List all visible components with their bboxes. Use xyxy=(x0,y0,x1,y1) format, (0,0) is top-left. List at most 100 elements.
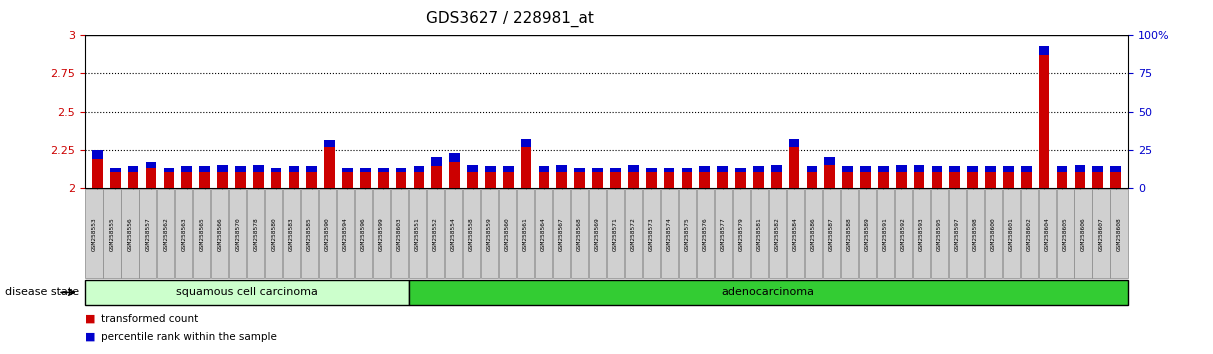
Text: GSM258565: GSM258565 xyxy=(199,217,204,251)
Text: GSM258588: GSM258588 xyxy=(847,217,852,251)
Bar xyxy=(645,172,656,188)
Bar xyxy=(395,172,406,188)
Bar xyxy=(788,139,799,147)
Bar xyxy=(896,172,906,188)
Text: GSM258607: GSM258607 xyxy=(1099,217,1104,251)
Text: GSM258567: GSM258567 xyxy=(559,217,564,251)
Text: GSM258562: GSM258562 xyxy=(164,217,169,251)
Text: adenocarcinoma: adenocarcinoma xyxy=(722,287,815,297)
Text: ■: ■ xyxy=(85,332,96,342)
Text: GSM258596: GSM258596 xyxy=(361,217,366,251)
Bar xyxy=(164,168,175,172)
Bar xyxy=(1075,165,1086,172)
Bar xyxy=(628,165,639,172)
Bar xyxy=(199,172,210,188)
Bar xyxy=(1003,166,1014,172)
Bar xyxy=(1110,172,1121,188)
Text: GSM258568: GSM258568 xyxy=(577,217,582,251)
Bar xyxy=(467,172,478,188)
Bar xyxy=(950,166,961,172)
Bar xyxy=(842,166,853,172)
Bar xyxy=(557,172,568,188)
Text: GSM258603: GSM258603 xyxy=(397,217,403,251)
Bar xyxy=(146,162,156,168)
Bar xyxy=(235,172,246,188)
Text: GSM258585: GSM258585 xyxy=(307,217,312,251)
Text: GSM258559: GSM258559 xyxy=(488,217,492,251)
Bar xyxy=(807,172,818,188)
Bar xyxy=(270,172,281,188)
Bar xyxy=(1057,166,1067,172)
Text: GSM258575: GSM258575 xyxy=(685,217,690,251)
Bar xyxy=(753,172,764,188)
Bar xyxy=(735,172,746,188)
Bar xyxy=(539,172,549,188)
Bar xyxy=(878,166,889,172)
Bar xyxy=(932,172,943,188)
Text: disease state: disease state xyxy=(5,287,79,297)
Bar xyxy=(182,166,192,172)
Bar xyxy=(289,172,300,188)
Text: GSM258599: GSM258599 xyxy=(380,217,385,251)
Bar xyxy=(307,166,317,172)
Bar xyxy=(520,139,531,147)
Text: GSM258558: GSM258558 xyxy=(469,217,474,251)
Bar xyxy=(825,165,835,188)
Bar xyxy=(574,168,585,172)
Bar xyxy=(770,172,781,188)
Text: GSM258586: GSM258586 xyxy=(810,217,816,251)
Bar xyxy=(592,168,603,172)
Text: transformed count: transformed count xyxy=(101,314,198,324)
Bar xyxy=(199,166,210,172)
Text: GSM258606: GSM258606 xyxy=(1081,217,1086,251)
Bar xyxy=(289,166,300,172)
Bar xyxy=(432,157,443,166)
Text: GSM258563: GSM258563 xyxy=(181,217,187,251)
Bar xyxy=(682,172,693,188)
Text: percentile rank within the sample: percentile rank within the sample xyxy=(101,332,277,342)
Bar xyxy=(645,168,656,172)
Text: GSM258564: GSM258564 xyxy=(541,217,546,251)
Bar xyxy=(252,172,263,188)
Bar xyxy=(164,172,175,188)
Text: GSM258551: GSM258551 xyxy=(415,217,420,251)
Text: GSM258576: GSM258576 xyxy=(702,217,708,251)
Bar xyxy=(770,165,781,172)
Bar xyxy=(414,166,425,172)
Text: GSM258604: GSM258604 xyxy=(1044,217,1049,251)
Text: GSM258602: GSM258602 xyxy=(1026,217,1032,251)
Bar xyxy=(92,150,103,159)
Bar xyxy=(878,172,889,188)
Text: GSM258601: GSM258601 xyxy=(1009,217,1014,251)
Bar xyxy=(92,159,103,188)
Bar xyxy=(1021,172,1031,188)
Bar xyxy=(735,168,746,172)
Text: GSM258566: GSM258566 xyxy=(217,217,222,251)
Text: GSM258600: GSM258600 xyxy=(991,217,996,251)
Bar xyxy=(628,172,639,188)
Text: GSM258554: GSM258554 xyxy=(451,217,456,251)
Bar xyxy=(503,172,513,188)
Bar xyxy=(1093,172,1103,188)
Bar xyxy=(1003,172,1014,188)
Text: GSM258555: GSM258555 xyxy=(109,217,114,251)
Bar xyxy=(682,168,693,172)
Bar xyxy=(985,166,996,172)
Bar xyxy=(1057,172,1067,188)
Text: squamous cell carcinoma: squamous cell carcinoma xyxy=(176,287,318,297)
Bar xyxy=(324,147,335,188)
Text: GSM258578: GSM258578 xyxy=(254,217,258,251)
Bar xyxy=(700,166,710,172)
Text: GSM258561: GSM258561 xyxy=(523,217,528,251)
Text: GSM258593: GSM258593 xyxy=(918,217,924,251)
Bar xyxy=(414,172,425,188)
Bar xyxy=(324,141,335,147)
Bar xyxy=(1021,166,1031,172)
Bar xyxy=(932,166,943,172)
Bar xyxy=(342,172,353,188)
Bar xyxy=(432,166,443,188)
Bar xyxy=(485,172,496,188)
Bar xyxy=(557,165,568,172)
Bar xyxy=(664,172,674,188)
Bar xyxy=(985,172,996,188)
